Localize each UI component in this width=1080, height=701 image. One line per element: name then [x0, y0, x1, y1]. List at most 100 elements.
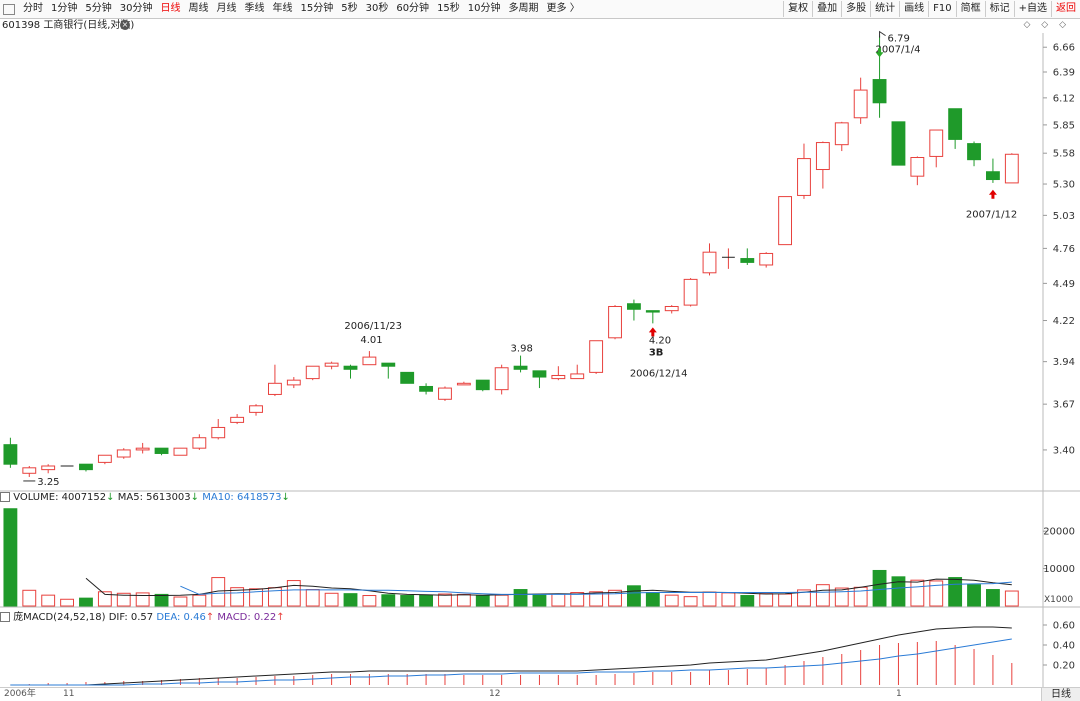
volume-bar: [116, 592, 131, 607]
volume-bar: [551, 593, 566, 607]
candle-body[interactable]: [173, 447, 188, 456]
candle-body[interactable]: [324, 362, 339, 367]
candle-body[interactable]: [230, 416, 245, 423]
volume-bar: [872, 569, 887, 607]
candle-body[interactable]: [683, 278, 698, 306]
candle-body[interactable]: [664, 305, 679, 312]
toolbar-button-0[interactable]: 复权: [783, 1, 812, 17]
candle-body[interactable]: [211, 426, 226, 439]
candle-body[interactable]: [41, 465, 56, 471]
period-tab-9[interactable]: 15分钟: [300, 3, 334, 14]
candle-body[interactable]: [778, 196, 793, 246]
volume-ma5-line: [85, 577, 1012, 596]
candle-body[interactable]: [815, 142, 830, 171]
candle-body[interactable]: [702, 251, 717, 274]
candle-body[interactable]: [22, 467, 37, 474]
volume-bar: [79, 597, 93, 607]
candle-body[interactable]: [438, 387, 452, 400]
period-tab-10[interactable]: 5秒: [341, 3, 358, 14]
period-tab-16[interactable]: 更多 〉: [546, 3, 580, 14]
candle-body[interactable]: [1004, 153, 1019, 184]
period-tab-2[interactable]: 5分钟: [85, 3, 112, 14]
candle-body[interactable]: [740, 258, 755, 263]
toolbar-button-8[interactable]: +自选: [1013, 1, 1051, 17]
candle-body[interactable]: [853, 89, 868, 119]
period-indicator[interactable]: 日线: [1041, 688, 1080, 701]
window-controls-icon[interactable]: ◇ ◇ ◇: [1023, 20, 1070, 30]
candle-body[interactable]: [627, 303, 641, 310]
ma5-arrow: ↓: [190, 492, 200, 503]
candle-body[interactable]: [286, 379, 301, 386]
candle-body[interactable]: [381, 362, 396, 367]
candle-body[interactable]: [305, 365, 320, 380]
volume-bar: [532, 593, 547, 607]
candle-body[interactable]: [513, 365, 528, 370]
candle-body[interactable]: [267, 382, 282, 395]
candle-body[interactable]: [475, 379, 490, 391]
macd-menu-icon[interactable]: [0, 612, 10, 622]
toolbar-button-1[interactable]: 叠加: [812, 1, 841, 17]
candle-body[interactable]: [797, 158, 811, 196]
candle-body[interactable]: [532, 370, 547, 378]
period-tab-5[interactable]: 周线: [188, 3, 209, 14]
volume-bar: [305, 589, 320, 607]
period-tab-7[interactable]: 季线: [244, 3, 265, 14]
candle-body[interactable]: [494, 367, 509, 391]
candle-body[interactable]: [872, 79, 887, 104]
candle-body[interactable]: [891, 121, 906, 166]
period-tab-15[interactable]: 多周期: [508, 3, 539, 14]
period-tab-12[interactable]: 60分钟: [396, 3, 430, 14]
period-tab-13[interactable]: 15秒: [437, 3, 460, 14]
candle-body[interactable]: [551, 374, 566, 380]
candle-body[interactable]: [362, 356, 377, 366]
candle-body[interactable]: [456, 382, 471, 386]
candle-body[interactable]: [570, 373, 585, 380]
candle-body[interactable]: [400, 371, 415, 384]
candle-body[interactable]: [645, 310, 660, 313]
period-tab-11[interactable]: 30秒: [365, 3, 389, 14]
candle-body[interactable]: [910, 157, 925, 177]
candle-body[interactable]: [154, 447, 169, 454]
candle-body[interactable]: [419, 385, 434, 392]
candle-body[interactable]: [249, 405, 263, 413]
period-tab-3[interactable]: 30分钟: [119, 3, 153, 14]
period-tab-0[interactable]: 分时: [23, 3, 43, 14]
volume-unit: X1000: [1044, 595, 1074, 605]
candle-body[interactable]: [343, 365, 358, 370]
high-date-label: 2007/1/4: [876, 45, 921, 56]
candle-body[interactable]: [608, 305, 622, 339]
toolbar-button-9[interactable]: 返回: [1051, 1, 1080, 17]
candle-body[interactable]: [192, 437, 207, 449]
candle-body[interactable]: [79, 463, 93, 471]
candle-body[interactable]: [3, 444, 18, 465]
price-tick-label: 4.76: [1053, 244, 1075, 255]
close-icon[interactable]: ×: [120, 20, 130, 30]
toolbar-button-2[interactable]: 多股: [841, 1, 870, 17]
toolbar-button-4[interactable]: 画线: [899, 1, 928, 17]
period-tab-4[interactable]: 日线: [160, 3, 181, 14]
candle-body[interactable]: [948, 108, 963, 140]
candle-body[interactable]: [929, 129, 944, 157]
candle-body[interactable]: [759, 252, 774, 266]
layout-icon[interactable]: [3, 3, 15, 15]
candle-body[interactable]: [97, 454, 112, 463]
candle-body[interactable]: [135, 447, 150, 451]
candle-body[interactable]: [589, 340, 604, 373]
volume-bar: [438, 593, 452, 607]
candle-body[interactable]: [116, 449, 131, 458]
period-tab-1[interactable]: 1分钟: [51, 3, 78, 14]
buy-signal-icon-2: [988, 189, 997, 199]
period-tab-8[interactable]: 年线: [272, 3, 293, 14]
toolbar-button-5[interactable]: F10: [928, 1, 955, 17]
candle-body[interactable]: [986, 171, 1000, 181]
candle-body[interactable]: [967, 143, 981, 161]
toolbar-button-7[interactable]: 标记: [984, 1, 1014, 17]
volume-menu-icon[interactable]: [0, 492, 10, 502]
toolbar-button-3[interactable]: 统计: [870, 1, 899, 17]
candle-body[interactable]: [834, 122, 849, 146]
period-tab-14[interactable]: 10分钟: [467, 3, 501, 14]
period-tab-6[interactable]: 月线: [216, 3, 237, 14]
toolbar-button-6[interactable]: 简框: [955, 1, 985, 17]
volume-bar: [41, 594, 56, 607]
